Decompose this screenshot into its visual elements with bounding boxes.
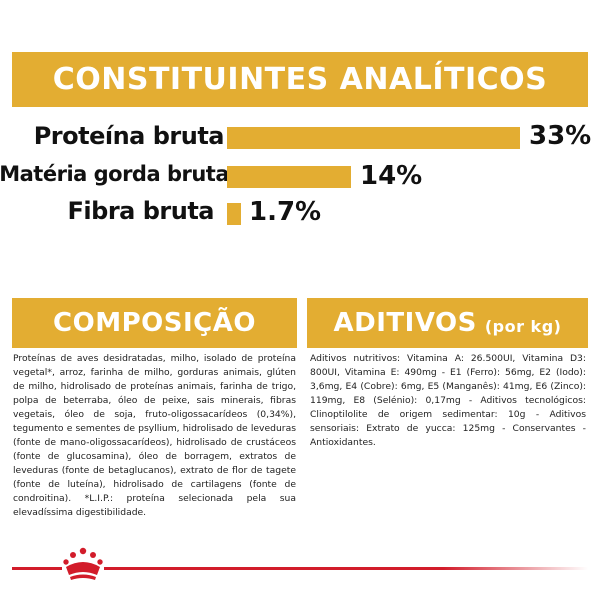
nutrient-value: 14% (360, 161, 423, 191)
nutrient-row-protein: Proteína bruta 33% (0, 121, 600, 158)
composition-title: COMPOSIÇÃO (53, 308, 256, 338)
nutrient-bar (227, 203, 241, 225)
nutrient-row-fiber: Fibra bruta 1.7% (0, 197, 600, 233)
additives-banner: ADITIVOS (por kg) (307, 298, 588, 348)
royal-canin-crown-icon (63, 547, 103, 580)
additives-title: ADITIVOS (333, 308, 477, 338)
nutrient-label: Proteína bruta (33, 122, 225, 150)
nutrient-label: Fibra bruta (67, 197, 215, 225)
footer-red-line (104, 567, 588, 570)
nutrient-row-fat: Matéria gorda bruta 14% (0, 161, 600, 198)
additives-unit: (por kg) (484, 316, 562, 336)
nutrient-value: 1.7% (249, 197, 322, 227)
banner-title: CONSTITUINTES ANALÍTICOS (52, 62, 548, 97)
analytical-constituents-banner: CONSTITUINTES ANALÍTICOS (12, 52, 588, 107)
nutrient-value: 33% (529, 121, 592, 151)
additives-text: Aditivos nutritivos: Vitamina A: 26.500U… (310, 353, 586, 448)
footer-red-line (12, 567, 62, 570)
nutrient-bar (227, 127, 520, 149)
composition-text: Proteínas de aves desidratadas, milho, i… (13, 353, 296, 518)
nutrient-label: Matéria gorda bruta (0, 162, 229, 186)
nutrient-bar (227, 166, 351, 188)
composition-banner: COMPOSIÇÃO (12, 298, 297, 348)
